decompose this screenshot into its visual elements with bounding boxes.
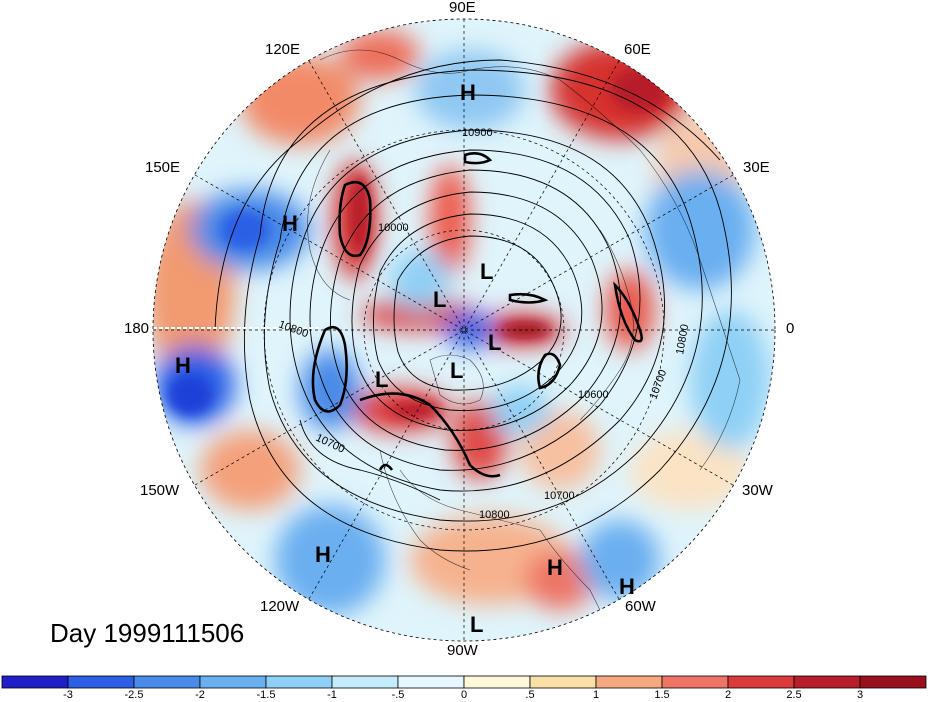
contour-label: 10800	[479, 509, 510, 521]
contour-label: 10700	[544, 490, 575, 502]
colorbar-tick-label: -2	[195, 689, 205, 701]
colorbar-swatch	[727, 675, 795, 689]
map-boundary	[152, 18, 776, 642]
colorbar-swatch	[331, 675, 399, 689]
high-pressure-marker: H	[282, 211, 298, 236]
contour-label: 10900	[462, 127, 493, 139]
colorbar-tick-label: -3	[63, 689, 73, 701]
contour-label: 10600	[578, 389, 609, 401]
colorbar-swatch	[133, 675, 201, 689]
lon-label-90e: 90E	[449, 0, 476, 16]
low-pressure-marker: L	[488, 330, 502, 355]
lon-label-0: 0	[786, 320, 795, 337]
lon-label-120w: 120W	[260, 598, 300, 615]
colorbar-swatch	[397, 675, 465, 689]
colorbar-swatch	[661, 675, 729, 689]
lon-label-90w: 90W	[447, 642, 478, 659]
lon-label-150e: 150E	[145, 159, 181, 176]
lon-label-120e: 120E	[265, 41, 301, 58]
lon-label-60w: 60W	[625, 598, 656, 615]
colorbar-tick-label: -1	[327, 689, 337, 701]
colorbar-tick-label: 1.5	[654, 689, 670, 701]
colorbar-tick-label: 2.5	[786, 689, 802, 701]
high-pressure-marker: H	[619, 574, 635, 599]
colorbar-tick-label: 2	[724, 689, 732, 701]
lon-label-150w: 150W	[140, 482, 180, 499]
map-title: Day 1999111506	[50, 618, 245, 648]
colorbar-swatch	[859, 675, 927, 689]
colorbar-tick-label: 0	[460, 689, 468, 701]
colorbar-tick-label: -.5	[391, 689, 405, 701]
colorbar-swatch	[463, 675, 531, 689]
contour-label: 10000	[378, 222, 409, 234]
colorbar-tick-label: -2.5	[124, 689, 144, 701]
colorbar-swatch	[199, 675, 267, 689]
low-pressure-marker: L	[480, 259, 494, 284]
colorbar-tick-label: 1	[592, 689, 600, 701]
lon-label-180: 180	[124, 320, 150, 337]
lon-label-60e: 60E	[624, 41, 651, 58]
low-pressure-marker: L	[375, 367, 389, 392]
lon-label-30e: 30E	[743, 159, 770, 176]
colorbar-swatch	[793, 675, 861, 689]
colorbar-tick-label: 3	[856, 689, 864, 701]
colorbar-swatch	[67, 675, 135, 689]
high-pressure-marker: H	[175, 353, 191, 378]
colorbar-swatch	[265, 675, 333, 689]
graticule	[153, 19, 775, 641]
low-pressure-marker: L	[433, 287, 447, 312]
colorbar	[1, 675, 927, 689]
colorbar-swatch	[529, 675, 597, 689]
lon-label-30w: 30W	[742, 482, 773, 499]
colorbar-swatch	[595, 675, 663, 689]
high-pressure-marker: H	[315, 542, 331, 567]
colorbar-swatch	[1, 675, 69, 689]
low-pressure-marker: L	[470, 612, 484, 637]
high-pressure-marker: H	[460, 80, 476, 105]
low-pressure-marker: L	[450, 358, 464, 383]
contour-label: 10800	[674, 323, 691, 355]
colorbar-tick-label: -1.5	[256, 689, 276, 701]
colorbar-tick-label: .5	[525, 689, 535, 701]
high-pressure-marker: H	[547, 555, 563, 580]
